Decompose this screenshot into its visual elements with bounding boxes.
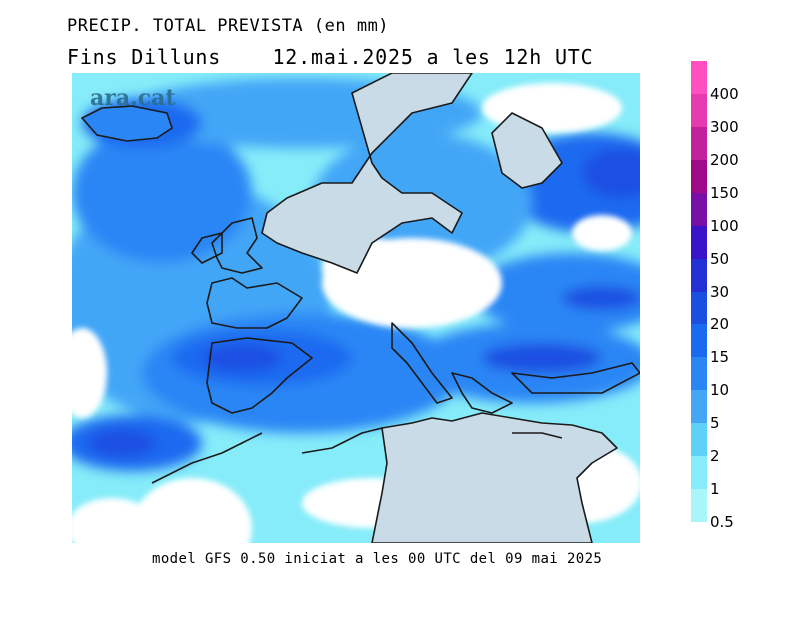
legend-label: 300	[710, 117, 739, 136]
atlantic-africa-coast	[151, 432, 263, 484]
legend-swatch	[691, 192, 707, 227]
legend-swatch	[691, 456, 707, 490]
legend-swatch	[691, 324, 707, 358]
legend-label: 150	[710, 183, 739, 202]
precip-legend: 400 300 200 150 100 50 30 20 15 10 5 2 1 0.5	[691, 61, 739, 531]
legend-label: 50	[710, 249, 730, 268]
legend-label: 2	[710, 447, 720, 466]
land-masses	[81, 73, 618, 543]
northern-europe	[261, 73, 473, 274]
legend-label: 10	[710, 381, 730, 400]
legend-label: 0.5	[710, 513, 734, 531]
legend-label: 200	[710, 150, 739, 169]
legend-swatch	[691, 258, 707, 292]
turkey-coast	[511, 362, 640, 394]
iberia-coast	[206, 337, 313, 414]
legend-swatch	[691, 390, 707, 424]
crete-coast	[512, 432, 563, 439]
legend-label: 1	[710, 480, 720, 499]
legend-swatch	[691, 489, 707, 523]
north-africa	[371, 412, 618, 543]
watermark-logo: ara.cat	[90, 85, 176, 111]
legend-label: 5	[710, 414, 720, 433]
legend-swatch	[691, 291, 707, 325]
chart-title: PRECIP. TOTAL PREVISTA (en mm)	[67, 16, 390, 36]
model-run-footer: model GFS 0.50 iniciat a les 00 UTC del …	[152, 551, 603, 567]
maghreb-coast	[301, 427, 383, 454]
britain-coast	[211, 217, 263, 274]
ireland-coast	[191, 232, 223, 264]
legend-label: 20	[710, 315, 730, 334]
legend-swatch	[691, 423, 707, 457]
legend-label: 30	[710, 282, 730, 301]
precipitation-map: ara.cat	[72, 73, 640, 543]
coastlines	[151, 217, 640, 484]
iceland	[81, 105, 173, 142]
map-svg: ara.cat	[72, 73, 640, 543]
chart-subtitle: Fins Dilluns 12.mai.2025 a les 12h UTC	[67, 45, 594, 69]
legend-label: 400	[710, 84, 739, 103]
legend-swatch	[691, 225, 707, 260]
legend-swatch	[691, 61, 707, 95]
legend-label: 15	[710, 348, 730, 367]
legend-swatch	[691, 159, 707, 194]
legend-swatch	[691, 357, 707, 391]
legend-label: 100	[710, 216, 739, 235]
italy-coast	[391, 322, 453, 404]
france-coast	[206, 277, 303, 329]
greece-coast	[451, 372, 513, 414]
legend-swatch	[691, 93, 707, 128]
scandinavia	[491, 112, 563, 189]
legend-swatch	[691, 126, 707, 161]
